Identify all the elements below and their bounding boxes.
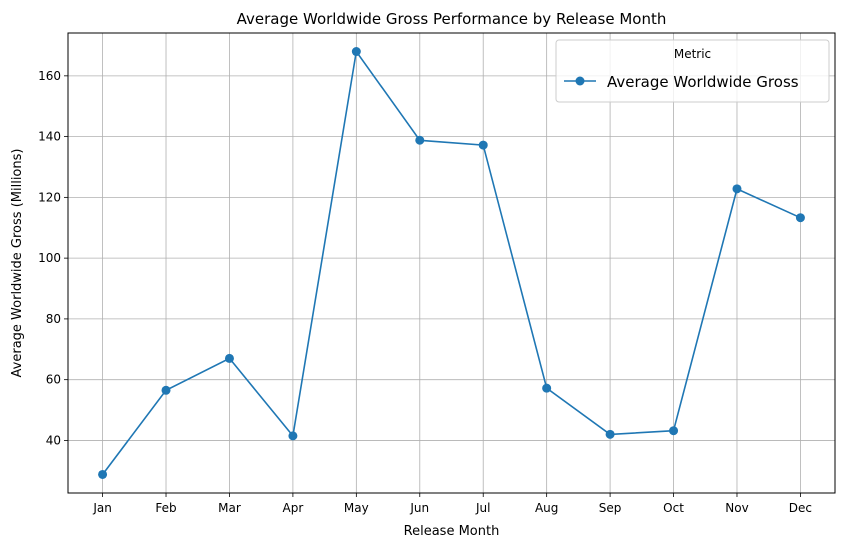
data-point xyxy=(542,383,552,393)
data-point xyxy=(415,135,425,145)
y-tick-label: 160 xyxy=(38,69,61,83)
x-tick-label: Aug xyxy=(535,501,558,515)
x-axis: Jan Feb Mar Apr May Jun Jul Aug Sep Oct Nov Dec xyxy=(92,493,812,515)
data-point xyxy=(224,353,234,363)
data-point xyxy=(351,47,361,57)
x-tick-label: Jun xyxy=(409,501,429,515)
plot-area xyxy=(68,33,835,493)
legend: Metric Average Worldwide Gross xyxy=(555,39,830,103)
series-layer xyxy=(98,47,805,479)
x-axis-label: Release Month xyxy=(404,524,500,539)
legend-entry-label: Average Worldwide Gross xyxy=(607,73,799,91)
data-point xyxy=(732,184,742,194)
y-tick-label: 140 xyxy=(38,130,61,144)
data-point xyxy=(478,140,488,150)
x-tick-label: Oct xyxy=(663,501,684,515)
x-tick-label: Feb xyxy=(155,501,176,515)
data-point xyxy=(795,213,805,223)
data-point xyxy=(288,431,298,441)
data-point xyxy=(98,469,108,479)
chart-title: Average Worldwide Gross Performance by R… xyxy=(237,10,667,28)
y-axis-label: Average Worldwide Gross (Millions) xyxy=(10,149,25,378)
y-tick-label: 80 xyxy=(46,312,61,326)
y-tick-label: 60 xyxy=(46,373,61,387)
legend-marker xyxy=(575,76,585,86)
series-line xyxy=(101,49,801,475)
x-tick-label: Dec xyxy=(789,501,812,515)
x-tick-label: Jul xyxy=(475,501,490,515)
y-tick-label: 40 xyxy=(46,433,61,447)
x-tick-label: Apr xyxy=(283,501,304,515)
data-point xyxy=(605,429,615,439)
y-tick-label: 120 xyxy=(38,190,61,204)
y-tick-label: 100 xyxy=(38,251,61,265)
data-point xyxy=(161,385,171,395)
y-axis: 40 60 80 100 120 140 160 xyxy=(38,69,68,447)
x-tick-label: Nov xyxy=(725,501,748,515)
legend-title: Metric xyxy=(674,47,711,61)
data-point xyxy=(669,426,679,436)
plot-border xyxy=(67,32,836,494)
legend-box xyxy=(555,39,830,103)
x-tick-label: May xyxy=(344,501,369,515)
x-tick-label: Sep xyxy=(599,501,622,515)
x-tick-label: Mar xyxy=(218,501,241,515)
x-tick-label: Jan xyxy=(92,501,112,515)
